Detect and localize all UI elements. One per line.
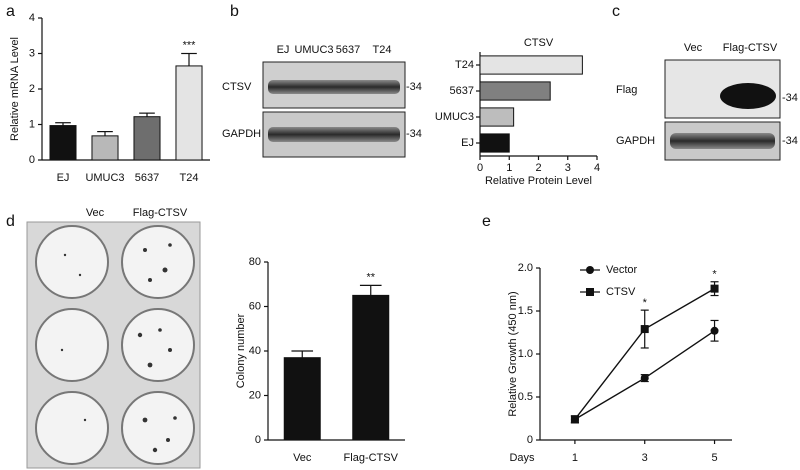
y-axis-label: Relative Growth (450 nm) <box>507 291 519 416</box>
y-tick-label: 60 <box>249 300 261 312</box>
legend-label: Vector <box>606 264 638 276</box>
point <box>710 326 719 335</box>
y-axis-label: Relative mRNA Level <box>9 37 21 141</box>
annotation: *** <box>183 39 197 51</box>
point <box>640 325 649 334</box>
bar <box>479 133 510 153</box>
panel-label: d <box>6 213 15 230</box>
y-tick-label: 0 <box>255 434 261 446</box>
bar <box>479 81 551 101</box>
plates: Vec Flag-CTSV <box>26 207 201 469</box>
y-tick-label: 1.5 <box>518 305 533 317</box>
bar <box>91 135 119 161</box>
y-tick-label: 80 <box>249 256 261 268</box>
x-tick-label: 3 <box>565 162 571 174</box>
point <box>640 374 649 383</box>
bar <box>479 55 583 75</box>
lane-label: UMUC3 <box>294 44 333 56</box>
point <box>710 284 719 293</box>
blot-b: EJ UMUC3 5637 T24 CTSV GAPDH -34 -34 <box>222 44 422 158</box>
x-tick-label: Vec <box>293 452 312 464</box>
y-tick-label: 0 <box>527 434 533 446</box>
y-tick-label: 0 <box>29 154 35 166</box>
panel-label: c <box>612 3 620 20</box>
bar <box>352 294 390 441</box>
x-axis-label: Days <box>509 452 535 464</box>
marker: -34 <box>782 135 798 147</box>
x-tick-label: 2 <box>535 162 541 174</box>
bar <box>283 357 321 441</box>
x-tick-label: 0 <box>477 162 483 174</box>
x-tick-label: 1 <box>572 452 578 464</box>
lane-label: 5637 <box>336 44 360 56</box>
lane-label: T24 <box>373 44 392 56</box>
x-axis-label: Relative Protein Level <box>485 175 592 187</box>
lane-label: Flag-CTSV <box>723 42 778 54</box>
y-tick-label: 5637 <box>450 85 474 97</box>
bar <box>479 107 515 127</box>
y-tick-label: 1 <box>29 118 35 130</box>
x-tick-label: 5 <box>711 452 717 464</box>
row-label: Flag <box>616 84 637 96</box>
legend-marker <box>586 266 594 274</box>
row-label: GAPDH <box>222 128 261 140</box>
legend-marker <box>586 288 594 296</box>
annotation: * <box>712 269 717 281</box>
y-tick-label: 1.0 <box>518 348 533 360</box>
y-tick-label: 20 <box>249 389 261 401</box>
marker: -34 <box>782 92 798 104</box>
bar <box>49 125 77 161</box>
plate-label: Flag-CTSV <box>133 207 188 219</box>
x-tick-label: Flag-CTSV <box>344 452 399 464</box>
annotation: * <box>643 297 648 309</box>
point <box>570 415 579 424</box>
annotation: ** <box>366 271 375 283</box>
x-tick-label: T24 <box>180 172 199 184</box>
x-tick-label: EJ <box>57 172 70 184</box>
x-tick-label: 5637 <box>135 172 159 184</box>
x-tick-label: UMUC3 <box>85 172 124 184</box>
bar <box>133 116 161 161</box>
chart-title: CTSV <box>524 37 554 49</box>
row-label: GAPDH <box>616 135 655 147</box>
y-tick-label: 2 <box>29 83 35 95</box>
y-tick-label: T24 <box>455 59 474 71</box>
lane-label: EJ <box>277 44 290 56</box>
marker: -34 <box>406 128 422 140</box>
row-label: CTSV <box>222 81 252 93</box>
y-axis-label: Colony number <box>235 313 247 388</box>
panel-label: b <box>230 3 239 20</box>
legend-label: CTSV <box>606 286 636 298</box>
y-tick-label: 40 <box>249 345 261 357</box>
plate-label: Vec <box>86 207 105 219</box>
y-tick-label: EJ <box>461 137 474 149</box>
y-tick-label: 2.0 <box>518 262 533 274</box>
x-tick-label: 1 <box>506 162 512 174</box>
x-tick-label: 4 <box>594 162 600 174</box>
blot-c: Vec Flag-CTSV Flag GAPDH -34 -34 <box>616 42 798 161</box>
y-tick-label: UMUC3 <box>435 111 474 123</box>
bar <box>175 65 203 161</box>
y-tick-label: 4 <box>29 12 35 24</box>
y-tick-label: 0.5 <box>518 391 533 403</box>
y-tick-label: 3 <box>29 47 35 59</box>
panel-label: e <box>482 213 491 230</box>
x-tick-label: 3 <box>642 452 648 464</box>
marker: -34 <box>406 81 422 93</box>
panel-label: a <box>6 3 15 20</box>
lane-label: Vec <box>684 42 703 54</box>
